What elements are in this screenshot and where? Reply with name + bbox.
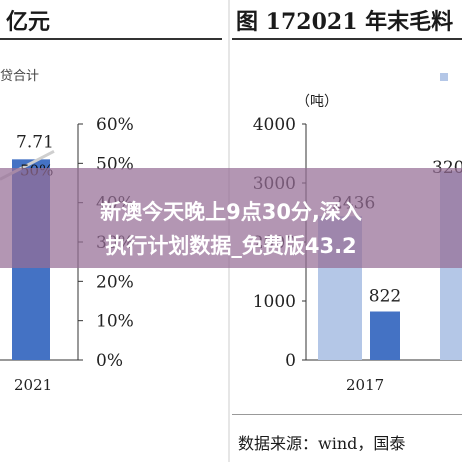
data-source: 数据来源：wind，国泰	[238, 434, 406, 453]
left-title-rule	[0, 38, 222, 40]
right-y-tick-label: 1000	[253, 292, 296, 312]
right-y-tick-label: 0	[285, 351, 296, 371]
left-y2-tick-label: 60%	[96, 115, 134, 135]
right-chart-title: 图 172021 年末毛料	[236, 9, 454, 35]
left-bar-value-label: 7.71	[16, 132, 54, 152]
right-x-label-2017: 2017	[346, 376, 385, 394]
right-bar-dark-0	[370, 311, 400, 360]
left-y2-tick-label: 0%	[96, 351, 123, 371]
right-bar-dark-label-0: 822	[369, 287, 401, 307]
left-legend-text: 贷合计	[0, 69, 40, 84]
right-y-tick-label: 4000	[253, 115, 296, 135]
overlay-line-1: 新澳今天晚上9点30分,深入	[100, 200, 362, 224]
source-rule	[232, 414, 462, 415]
left-y2-tick-label: 20%	[96, 272, 134, 292]
overlay-banner	[0, 168, 462, 268]
right-title-rule	[232, 38, 462, 40]
left-y2-tick-label: 10%	[96, 312, 134, 332]
right-legend-swatch	[440, 73, 448, 81]
left-chart-title: 亿元	[6, 9, 51, 35]
right-unit-label: （吨）	[296, 94, 338, 110]
overlay-line-2: 执行计划数据_免费版43.2	[105, 234, 357, 258]
left-x-label: 2021	[14, 376, 53, 394]
